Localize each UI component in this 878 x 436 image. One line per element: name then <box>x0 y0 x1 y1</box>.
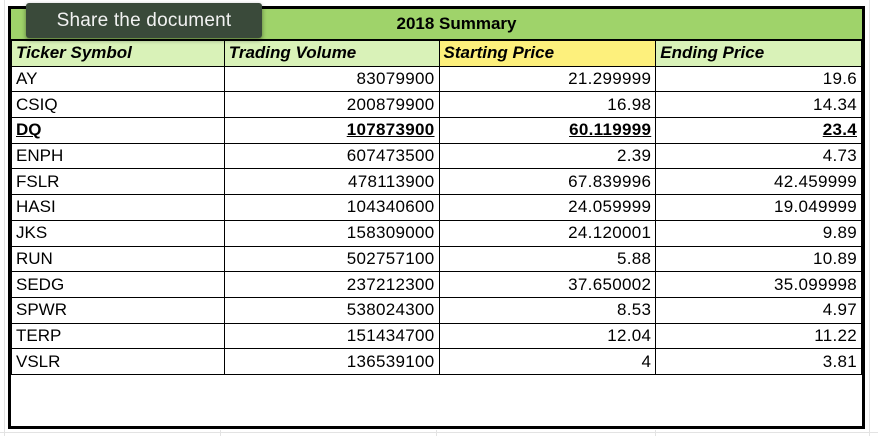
header-row: Ticker Symbol Trading Volume Starting Pr… <box>11 40 862 67</box>
table-row: AY 83079900 21.299999 19.6 <box>11 65 862 93</box>
cell-end-price[interactable]: 4.73 <box>655 142 862 170</box>
cell-end-price[interactable]: 35.099998 <box>655 271 862 298</box>
cell-start-price[interactable]: 21.299999 <box>438 65 657 93</box>
cell-start-price[interactable]: 60.119999 <box>438 117 657 144</box>
cell-end-price[interactable]: 19.049999 <box>655 194 862 221</box>
table-row: HASI 104340600 24.059999 19.049999 <box>11 194 862 221</box>
cell-start-price[interactable]: 5.88 <box>438 245 657 273</box>
cell-start-price[interactable]: 67.839996 <box>438 168 657 196</box>
cell-ticker[interactable]: SPWR <box>11 296 225 324</box>
header-ending-price[interactable]: Ending Price <box>655 40 862 67</box>
table-row: TERP 151434700 12.04 11.22 <box>11 322 862 350</box>
cell-ticker[interactable]: RUN <box>11 245 225 273</box>
header-trading-volume[interactable]: Trading Volume <box>223 40 440 67</box>
cell-volume[interactable]: 158309000 <box>223 219 440 247</box>
cell-volume[interactable]: 607473500 <box>223 142 440 170</box>
cell-volume[interactable]: 107873900 <box>223 117 440 144</box>
cell-ticker[interactable]: HASI <box>11 194 225 221</box>
cell-end-price[interactable]: 10.89 <box>655 245 862 273</box>
cell-ticker[interactable]: SEDG <box>11 271 225 298</box>
cell-volume[interactable]: 136539100 <box>223 348 440 375</box>
cell-start-price[interactable]: 24.059999 <box>438 194 657 221</box>
cell-start-price[interactable]: 12.04 <box>438 322 657 350</box>
cell-volume[interactable]: 151434700 <box>223 322 440 350</box>
cell-start-price[interactable]: 16.98 <box>438 91 657 119</box>
cell-end-price[interactable]: 14.34 <box>655 91 862 119</box>
header-ticker-symbol[interactable]: Ticker Symbol <box>11 40 225 67</box>
table-row: SPWR 538024300 8.53 4.97 <box>11 296 862 324</box>
cell-end-price[interactable]: 19.6 <box>655 65 862 93</box>
cell-start-price[interactable]: 8.53 <box>438 296 657 324</box>
cell-start-price[interactable]: 4 <box>438 348 657 375</box>
cell-ticker[interactable]: ENPH <box>11 142 225 170</box>
cell-start-price[interactable]: 37.650002 <box>438 271 657 298</box>
cell-end-price[interactable]: 4.97 <box>655 296 862 324</box>
cell-volume[interactable]: 237212300 <box>223 271 440 298</box>
table-title: 2018 Summary <box>396 14 517 33</box>
table-row: SEDG 237212300 37.650002 35.099998 <box>11 271 862 298</box>
table-row: JKS 158309000 24.120001 9.89 <box>11 219 862 247</box>
table-row: ENPH 607473500 2.39 4.73 <box>11 142 862 170</box>
cell-ticker[interactable]: FSLR <box>11 168 225 196</box>
cell-start-price[interactable]: 2.39 <box>438 142 657 170</box>
table-row: FSLR 478113900 67.839996 42.459999 <box>11 168 862 196</box>
cell-volume[interactable]: 200879900 <box>223 91 440 119</box>
table-row: CSIQ 200879900 16.98 14.34 <box>11 91 862 119</box>
cell-volume[interactable]: 104340600 <box>223 194 440 221</box>
cell-ticker[interactable]: JKS <box>11 219 225 247</box>
cell-volume[interactable]: 538024300 <box>223 296 440 324</box>
share-document-button[interactable]: Share the document <box>26 3 262 38</box>
summary-table: Ticker Symbol Trading Volume Starting Pr… <box>11 40 862 375</box>
cell-end-price[interactable]: 9.89 <box>655 219 862 247</box>
cell-end-price[interactable]: 11.22 <box>655 322 862 350</box>
summary-table-region: 2018 Summary Ticker Symbol Trading Volum… <box>8 6 865 429</box>
cell-volume[interactable]: 478113900 <box>223 168 440 196</box>
table-row: RUN 502757100 5.88 10.89 <box>11 245 862 273</box>
header-starting-price[interactable]: Starting Price <box>438 40 657 67</box>
cell-start-price[interactable]: 24.120001 <box>438 219 657 247</box>
cell-volume[interactable]: 502757100 <box>223 245 440 273</box>
cell-ticker[interactable]: CSIQ <box>11 91 225 119</box>
cell-volume[interactable]: 83079900 <box>223 65 440 93</box>
cell-end-price[interactable]: 3.81 <box>655 348 862 375</box>
table-row: VSLR 136539100 4 3.81 <box>11 348 862 375</box>
cell-ticker[interactable]: DQ <box>11 117 225 144</box>
cell-ticker[interactable]: TERP <box>11 322 225 350</box>
table-row: DQ 107873900 60.119999 23.4 <box>11 117 862 144</box>
cell-ticker[interactable]: VSLR <box>11 348 225 375</box>
cell-end-price[interactable]: 23.4 <box>655 117 862 144</box>
cell-ticker[interactable]: AY <box>11 65 225 93</box>
cell-end-price[interactable]: 42.459999 <box>655 168 862 196</box>
